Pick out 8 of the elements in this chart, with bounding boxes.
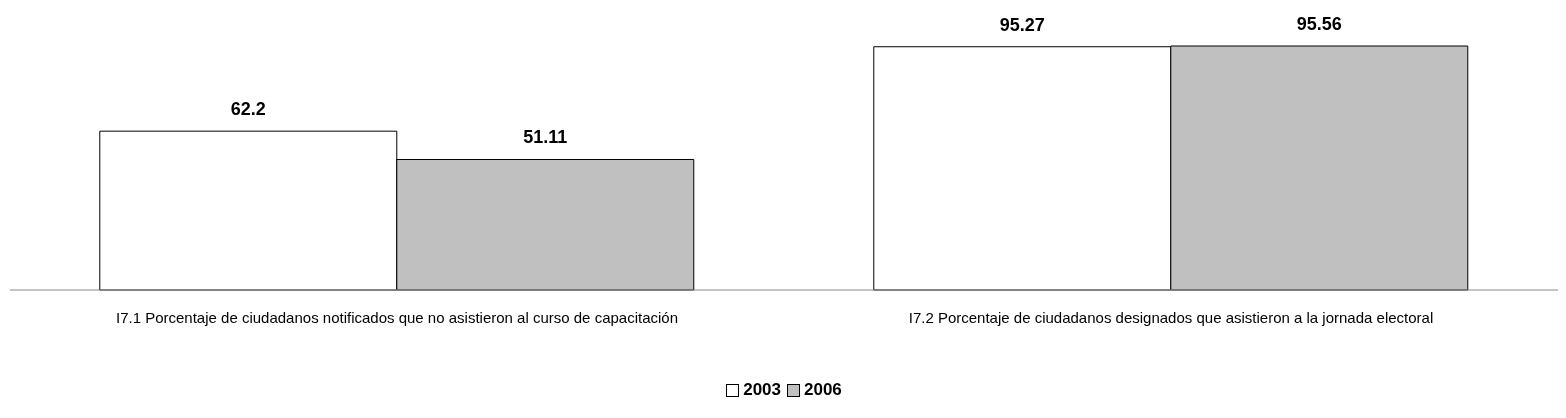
data-label: 62.2	[230, 99, 266, 120]
data-label: 51.11	[523, 127, 568, 148]
data-label: 95.56	[1296, 14, 1342, 34]
x-tick-label: I7.2 Porcentaje de ciudadanos designados que asistieron a la jornada electoral	[908, 308, 1434, 326]
x-tick-label: I7.1 Porcentaje de ciudadanos notificados que no asistieron al curso de capacitación	[115, 308, 679, 326]
legend-label: 2006	[803, 380, 842, 400]
data-label: 95.27	[999, 14, 1045, 35]
legend-label: 2003	[742, 380, 781, 400]
